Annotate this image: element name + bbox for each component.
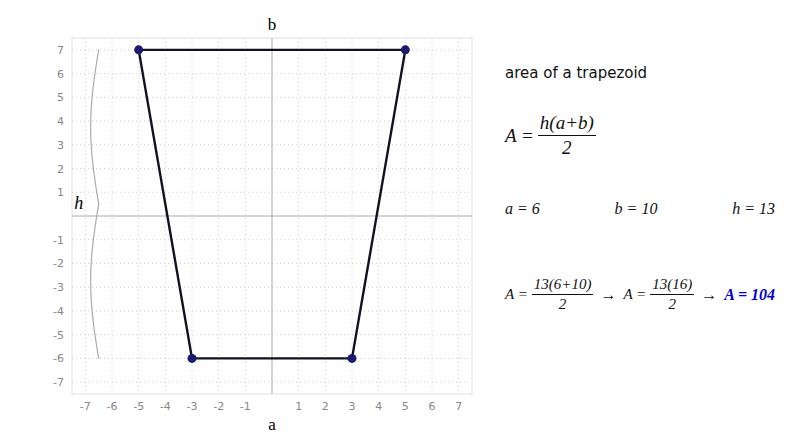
- formula-text: h = 13: [732, 200, 775, 218]
- axes: [72, 38, 472, 394]
- numerator: 13(6+10): [532, 276, 594, 295]
- label-h: h: [74, 193, 83, 213]
- formula-item: →: [701, 286, 717, 304]
- y-tick-label: -6: [53, 352, 64, 365]
- vertex-dot: [188, 354, 197, 363]
- x-tick-label: 5: [402, 400, 409, 413]
- x-tick-label: 1: [295, 400, 302, 413]
- formula-text: A = 104: [724, 286, 775, 304]
- denominator: 2: [560, 136, 574, 159]
- formula-text: a = 6: [505, 200, 540, 218]
- fraction: 13(16)2: [650, 276, 694, 313]
- y-tick-label: -7: [53, 376, 64, 389]
- y-tick-label: -3: [53, 281, 64, 294]
- formula-text: A =: [505, 125, 534, 147]
- denominator: 2: [557, 295, 569, 313]
- label-b: b: [268, 15, 277, 34]
- x-tick-label: 7: [455, 400, 462, 413]
- formula-panel: area of a trapezoidA =h(a+b)2a = 6b = 10…: [505, 0, 797, 448]
- fraction: h(a+b)2: [538, 112, 596, 159]
- y-tick-label: 5: [57, 91, 64, 104]
- fraction: 13(6+10)2: [532, 276, 594, 313]
- x-tick-label: 3: [349, 400, 356, 413]
- formula-text: b = 10: [615, 200, 658, 218]
- plot-frame: [72, 38, 472, 394]
- formula-item: A =13(16)2: [623, 276, 694, 313]
- x-tick-label: 2: [322, 400, 329, 413]
- denominator: 2: [666, 295, 678, 313]
- y-tick-label: 7: [57, 44, 64, 57]
- x-tick-label: 4: [375, 400, 382, 413]
- x-tick-label: -3: [187, 400, 198, 413]
- y-tick-label: -2: [53, 257, 64, 270]
- y-tick-label: -4: [53, 305, 64, 318]
- formula-text: →: [600, 286, 616, 304]
- formula-title-text: area of a trapezoid: [505, 64, 647, 82]
- formula-item: A =13(6+10)2: [505, 276, 593, 313]
- formula-text: A =: [623, 286, 646, 303]
- formula-title: area of a trapezoid: [505, 64, 647, 82]
- numerator: 13(16): [650, 276, 694, 295]
- formula-item: a = 6: [505, 200, 540, 218]
- formula-text: →: [701, 286, 717, 304]
- formula-item: h = 13: [732, 200, 775, 218]
- formula-calculation: A =13(6+10)2→A =13(16)2→A = 104: [505, 276, 775, 313]
- y-tick-label: 4: [57, 115, 64, 128]
- brace: [91, 204, 99, 358]
- formula-item: A =h(a+b)2: [505, 112, 596, 159]
- vertex-dot: [134, 45, 143, 54]
- x-tick-label: -4: [160, 400, 171, 413]
- x-tick-label: -6: [107, 400, 118, 413]
- x-axis-line: [72, 216, 472, 217]
- y-tick-label: -5: [53, 329, 64, 342]
- x-tick-label: 6: [429, 400, 436, 413]
- vertex-dot: [348, 354, 357, 363]
- y-tick-label: 2: [57, 163, 64, 176]
- x-tick-label: -2: [213, 400, 224, 413]
- formula-item: →: [600, 286, 616, 304]
- formula-item: b = 10: [615, 200, 658, 218]
- grid: [72, 38, 472, 394]
- marks: [134, 45, 410, 363]
- y-tick-label: 6: [57, 68, 64, 81]
- x-tick-label: -7: [80, 400, 91, 413]
- chart: -7 -6 -5 -4 -3 -2 -1 1 2 3 4 5 6 7 -7 -6 -5 -4 -3 -2 -1 1 2 3 4 5…: [0, 0, 800, 448]
- x-tick-label: -5: [133, 400, 144, 413]
- brace: [91, 50, 99, 204]
- formula-item: A = 104: [724, 286, 775, 304]
- tick-labels: -7 -6 -5 -4 -3 -2 -1 1 2 3 4 5 6 7 -7 -6 -5 -4 -3 -2 -1 1 2 3 4 5…: [53, 44, 462, 413]
- label-a: a: [268, 415, 276, 434]
- formula-values: a = 6 b = 10 h = 13: [505, 200, 795, 218]
- y-tick-label: 1: [57, 186, 64, 199]
- formula-general: A =h(a+b)2: [505, 112, 596, 159]
- y-tick-label: -1: [53, 234, 64, 247]
- x-tick-label: -1: [240, 400, 251, 413]
- formula-text: A =: [505, 286, 528, 303]
- trapezoid-line: [139, 50, 406, 359]
- numerator: h(a+b): [538, 112, 596, 136]
- y-tick-label: 3: [57, 139, 64, 152]
- vertex-dot: [401, 45, 410, 54]
